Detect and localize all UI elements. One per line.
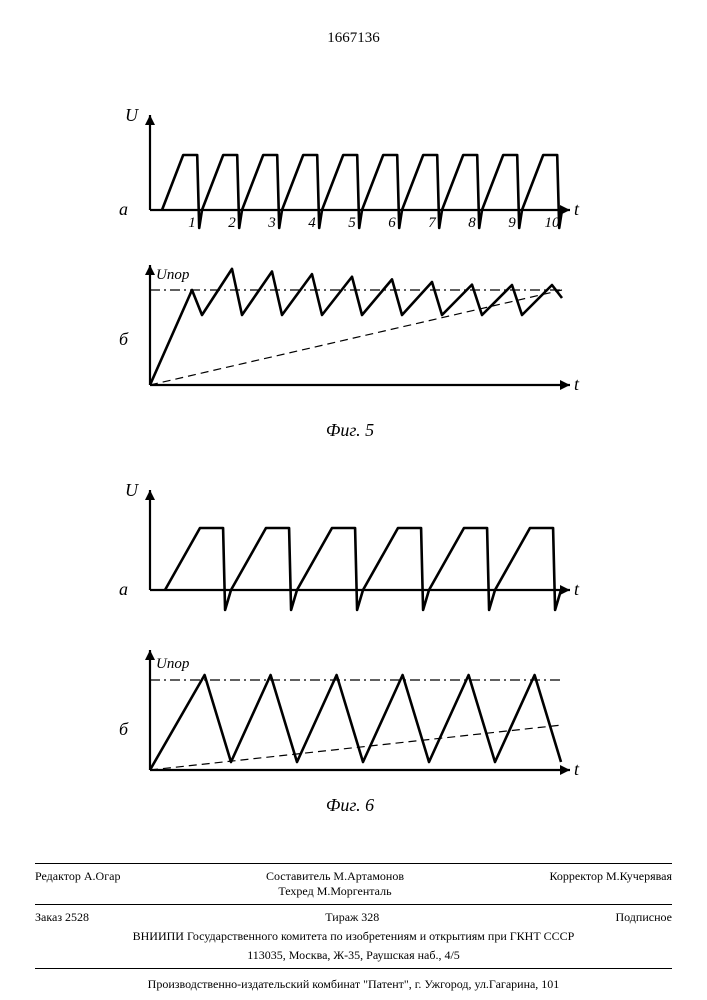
svg-text:б: б [119, 719, 129, 739]
compiler-label: Составитель М.Артамонов [266, 869, 404, 883]
figure-6: Ut а Uпор t б Фиг. 6 [110, 470, 590, 816]
svg-text:2: 2 [228, 215, 236, 231]
svg-text:U: U [125, 105, 139, 125]
svg-text:t: t [574, 759, 580, 779]
svg-text:Uпор: Uпор [156, 267, 190, 283]
footer-order-row: Заказ 2528 Тираж 328 Подписное [35, 908, 672, 927]
footer-rule [35, 968, 672, 969]
press-label: Производственно-издательский комбинат "П… [35, 975, 672, 994]
fig5-svg: Ut а 1 2 3 4 5 6 7 8 9 10 Uпор t б [110, 95, 590, 415]
svg-text:б: б [119, 329, 129, 349]
svg-text:t: t [574, 199, 580, 219]
fig6-caption: Фиг. 6 [110, 795, 590, 816]
svg-text:3: 3 [267, 215, 276, 231]
svg-text:а: а [119, 579, 128, 599]
svg-text:а: а [119, 199, 128, 219]
svg-text:8: 8 [468, 215, 476, 231]
svg-text:7: 7 [428, 215, 437, 231]
techred-label: Техред М.Моргенталь [278, 884, 391, 898]
editor-label: Редактор А.Огар [35, 869, 120, 899]
footer-credits: Редактор А.Огар Составитель М.Артамонов … [35, 867, 672, 901]
figure-5: Ut а 1 2 3 4 5 6 7 8 9 10 Uпор t б Фиг. 5 [110, 95, 590, 441]
svg-text:6: 6 [388, 215, 396, 231]
svg-text:9: 9 [508, 215, 516, 231]
svg-text:U: U [125, 480, 139, 500]
svg-text:4: 4 [308, 215, 316, 231]
svg-text:t: t [574, 374, 580, 394]
footer-rule [35, 904, 672, 905]
institute-label: ВНИИПИ Государственного комитета по изоб… [35, 927, 672, 946]
subscript-label: Подписное [615, 910, 672, 925]
fig6-svg: Ut а Uпор t б [110, 470, 590, 790]
svg-text:t: t [574, 579, 580, 599]
order-label: Заказ 2528 [35, 910, 89, 925]
address-label: 113035, Москва, Ж-35, Раушская наб., 4/5 [35, 946, 672, 965]
footer-rule [35, 863, 672, 864]
page-number: 1667136 [327, 30, 380, 47]
svg-text:5: 5 [348, 215, 356, 231]
svg-text:10: 10 [545, 215, 561, 231]
tirazh-label: Тираж 328 [325, 910, 379, 925]
svg-text:Uпор: Uпор [156, 656, 190, 672]
corrector-label: Корректор М.Кучерявая [550, 869, 673, 899]
fig5-caption: Фиг. 5 [110, 420, 590, 441]
svg-text:1: 1 [188, 215, 196, 231]
footer-block: Редактор А.Огар Составитель М.Артамонов … [35, 860, 672, 994]
